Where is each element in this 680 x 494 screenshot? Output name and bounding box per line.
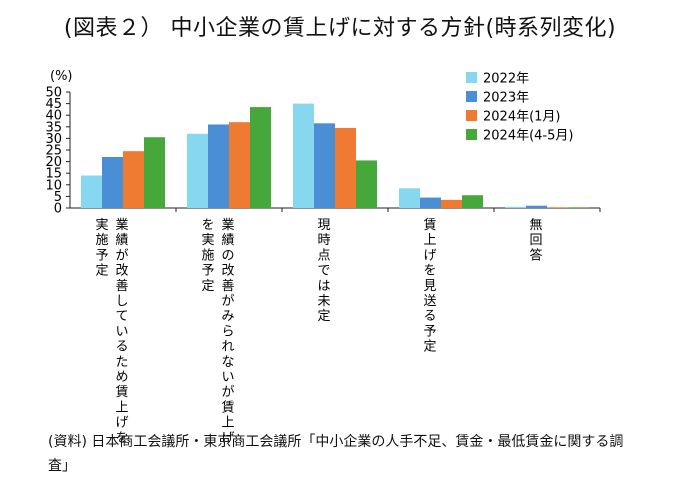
y-tick-label: 45 bbox=[45, 97, 62, 112]
bar bbox=[208, 124, 229, 208]
bar bbox=[441, 199, 462, 208]
y-tick-label: 0 bbox=[54, 202, 62, 217]
category-label: 現時点では未定 bbox=[317, 218, 330, 324]
category-label: 実施予定 bbox=[95, 217, 108, 279]
category-label: 無回答 bbox=[529, 218, 542, 263]
y-tick-label: 30 bbox=[45, 132, 62, 147]
bar bbox=[526, 205, 547, 208]
bar bbox=[335, 127, 356, 208]
bar bbox=[250, 107, 271, 208]
bar bbox=[356, 160, 377, 208]
bar bbox=[102, 156, 123, 208]
chart-title: (図表２） 中小企業の賃上げに対する方針(時系列変化) bbox=[63, 16, 617, 41]
y-tick-label: 15 bbox=[45, 167, 62, 182]
bars bbox=[81, 103, 589, 208]
category-label: 賃上げを見送る予定 bbox=[423, 218, 436, 355]
bar bbox=[229, 122, 250, 208]
bar bbox=[547, 207, 568, 208]
y-tick-label: 25 bbox=[45, 144, 62, 159]
bar bbox=[399, 188, 420, 208]
category-label: 業績の改善がみられないが賃上げ bbox=[221, 217, 234, 446]
bar bbox=[568, 207, 589, 208]
legend-swatch bbox=[466, 129, 477, 140]
y-tick-label: 35 bbox=[45, 120, 62, 135]
y-axis-label: (%) bbox=[50, 69, 73, 84]
bar bbox=[187, 133, 208, 208]
legend-swatch bbox=[466, 91, 477, 102]
category-label: 業績が改善しているため賃上げを bbox=[115, 217, 128, 446]
legend: 2022年 2023年 2024年(1月) 2024年(4-5月) bbox=[466, 72, 573, 144]
legend-label: 2023年 bbox=[483, 91, 529, 106]
category-label: を実施予定 bbox=[201, 218, 214, 294]
bar bbox=[81, 175, 102, 208]
legend-label: 2024年(4-5月) bbox=[483, 129, 573, 144]
bar bbox=[420, 197, 441, 208]
bar bbox=[462, 195, 483, 208]
y-tick-label: 5 bbox=[54, 190, 62, 205]
bar bbox=[144, 137, 165, 208]
y-tick-label: 50 bbox=[45, 86, 62, 101]
legend-label: 2022年 bbox=[483, 72, 529, 87]
y-tick-label: 20 bbox=[45, 155, 62, 170]
legend-swatch bbox=[466, 72, 477, 83]
legend-swatch bbox=[466, 110, 477, 121]
bar bbox=[314, 123, 335, 208]
bar bbox=[293, 103, 314, 208]
legend-label: 2024年(1月) bbox=[483, 110, 561, 125]
source-note: (資料) 日本商工会議所・東京商工会議所「中小企業の人手不足、賃金・最低賃金に関… bbox=[48, 434, 624, 474]
bar bbox=[505, 206, 526, 208]
y-tick-label: 40 bbox=[45, 109, 62, 124]
y-tick-label: 10 bbox=[45, 178, 62, 193]
bar bbox=[123, 151, 144, 208]
